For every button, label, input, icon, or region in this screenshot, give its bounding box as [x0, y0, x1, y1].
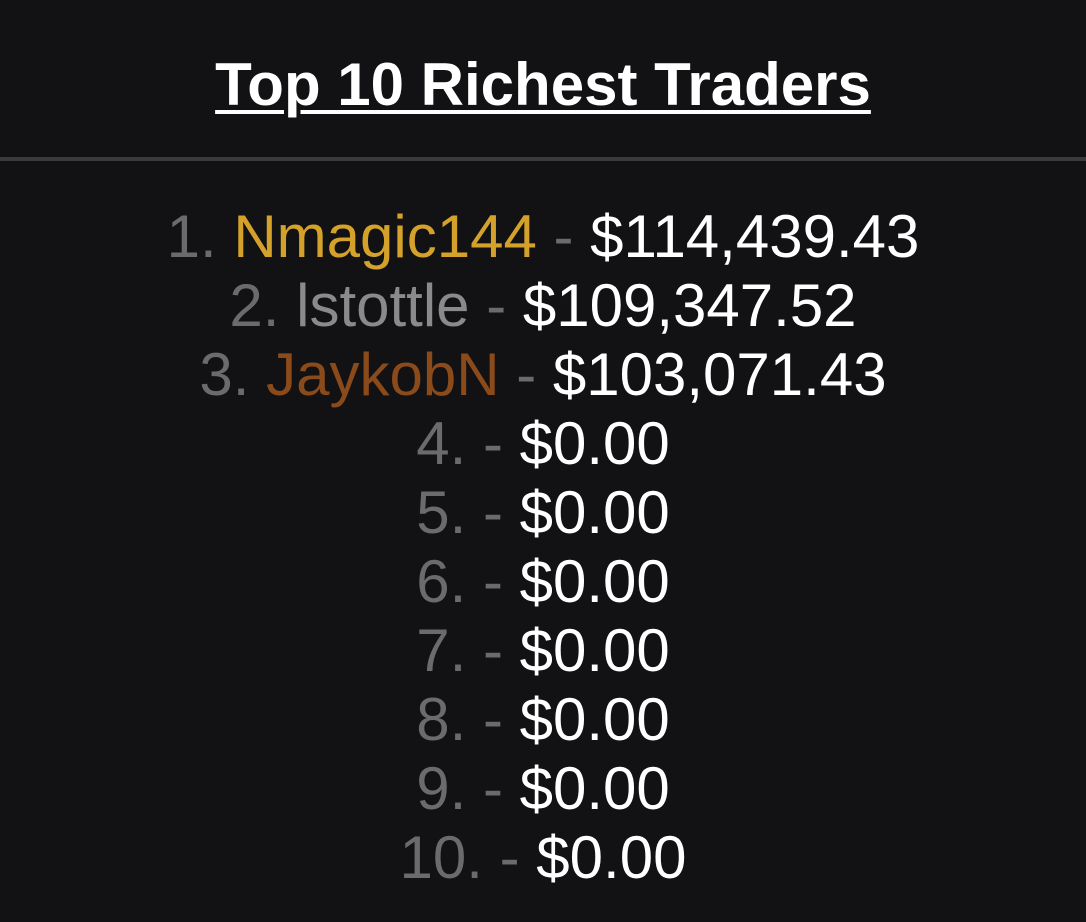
rank-number: 8. — [416, 686, 466, 753]
trader-balance: $0.00 — [520, 686, 670, 753]
rank-number: 1. — [167, 203, 217, 270]
rank-number: 10. — [400, 824, 483, 891]
separator: - — [500, 824, 520, 891]
trader-balance: $0.00 — [520, 617, 670, 684]
rank-number: 6. — [416, 548, 466, 615]
separator: - — [486, 272, 506, 339]
trader-name: JaykobN — [266, 341, 499, 408]
rank-number: 7. — [416, 617, 466, 684]
rank-number: 3. — [199, 341, 249, 408]
trader-name: Nmagic144 — [233, 203, 537, 270]
trader-balance: $0.00 — [536, 824, 686, 891]
trader-name: lstottle — [296, 272, 469, 339]
separator: - — [554, 203, 574, 270]
separator: - — [483, 617, 503, 684]
trader-balance: $0.00 — [520, 479, 670, 546]
separator: - — [483, 548, 503, 615]
leaderboard-list: 1. Nmagic144 - $114,439.43 2. lstottle - … — [0, 161, 1086, 892]
separator: - — [483, 686, 503, 753]
leaderboard-row: 5. - $0.00 — [0, 478, 1086, 547]
leaderboard-row: 10. - $0.00 — [0, 823, 1086, 892]
trader-balance: $103,071.43 — [553, 341, 887, 408]
header: Top 10 Richest Traders — [0, 0, 1086, 157]
trader-balance: $0.00 — [520, 410, 670, 477]
separator: - — [516, 341, 536, 408]
trader-balance: $0.00 — [520, 755, 670, 822]
trader-balance: $114,439.43 — [590, 203, 919, 270]
leaderboard-row: 9. - $0.00 — [0, 754, 1086, 823]
leaderboard-row: 2. lstottle - $109,347.52 — [0, 271, 1086, 340]
rank-number: 4. — [416, 410, 466, 477]
trader-balance: $0.00 — [520, 548, 670, 615]
trader-balance: $109,347.52 — [523, 272, 857, 339]
page-title: Top 10 Richest Traders — [215, 38, 871, 119]
rank-number: 5. — [416, 479, 466, 546]
separator: - — [483, 755, 503, 822]
rank-number: 9. — [416, 755, 466, 822]
leaderboard-row: 1. Nmagic144 - $114,439.43 — [0, 202, 1086, 271]
leaderboard-row: 6. - $0.00 — [0, 547, 1086, 616]
leaderboard-row: 3. JaykobN - $103,071.43 — [0, 340, 1086, 409]
leaderboard-row: 4. - $0.00 — [0, 409, 1086, 478]
separator: - — [483, 479, 503, 546]
rank-number: 2. — [229, 272, 279, 339]
separator: - — [483, 410, 503, 477]
leaderboard-row: 7. - $0.00 — [0, 616, 1086, 685]
leaderboard-row: 8. - $0.00 — [0, 685, 1086, 754]
